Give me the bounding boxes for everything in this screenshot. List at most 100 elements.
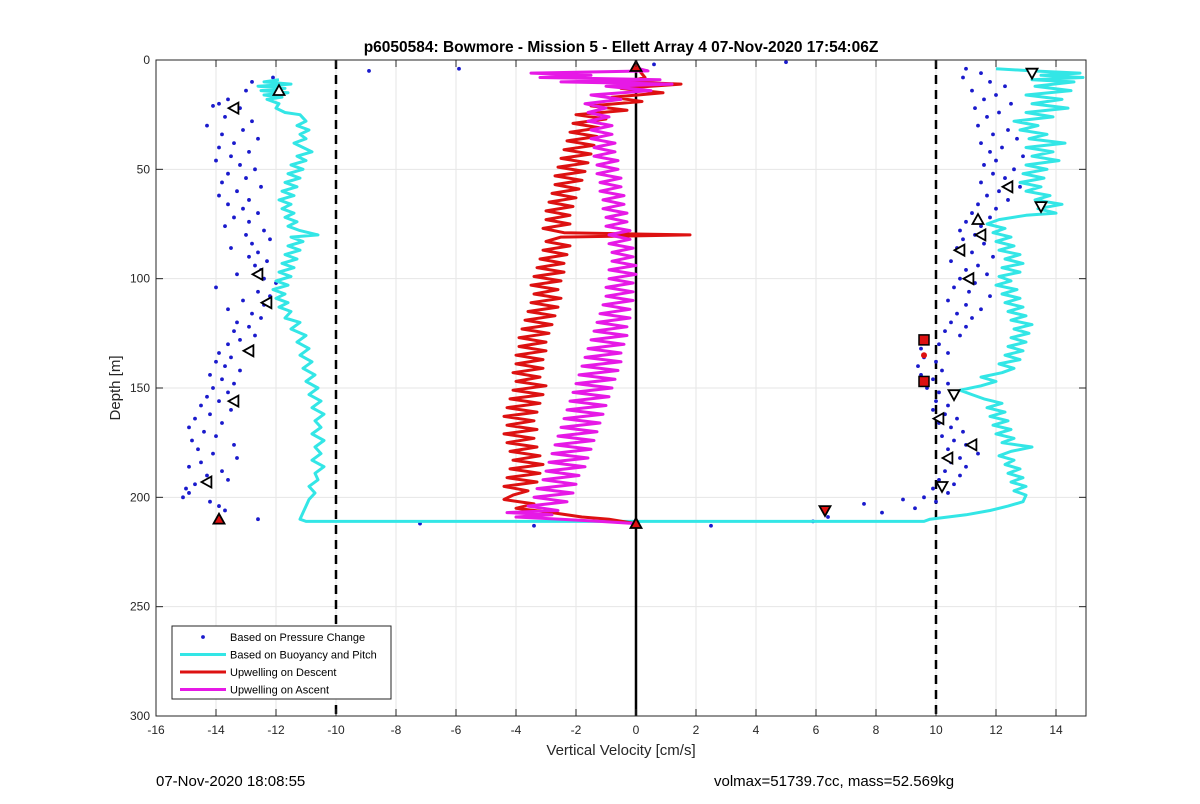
data-point <box>949 259 953 264</box>
series-line <box>502 65 692 526</box>
data-point <box>943 469 947 473</box>
data-point <box>961 75 965 80</box>
data-point <box>991 132 995 137</box>
series-upwelling-on-descent <box>502 65 692 526</box>
data-point <box>247 219 251 224</box>
series-line <box>505 67 674 526</box>
data-point <box>979 71 983 76</box>
data-point <box>826 515 830 519</box>
x-tick-label: 0 <box>633 723 640 737</box>
data-point <box>250 119 254 124</box>
marker-triangle-up <box>271 83 287 96</box>
y-tick-label: 0 <box>143 53 150 67</box>
data-point <box>532 523 536 528</box>
data-point <box>943 329 947 334</box>
footer-timestamp: 07-Nov-2020 18:08:55 <box>156 773 306 790</box>
reference-lines <box>334 60 938 716</box>
y-tick-label: 300 <box>130 709 150 723</box>
data-point <box>199 460 203 465</box>
x-tick-label: 8 <box>873 723 880 737</box>
data-point <box>265 259 269 264</box>
data-point <box>988 215 992 220</box>
series-based-on-pressure-change <box>181 60 1025 528</box>
data-point <box>901 497 905 502</box>
data-point <box>937 477 941 482</box>
x-tick-label: -14 <box>207 723 225 737</box>
data-point <box>196 447 200 452</box>
data-point <box>994 158 998 163</box>
data-point <box>235 189 239 194</box>
y-tick-label: 100 <box>130 272 150 286</box>
data-point <box>187 491 191 495</box>
marker-triangle-up <box>211 511 227 525</box>
data-point <box>256 517 260 522</box>
data-point <box>994 206 998 211</box>
data-point <box>457 66 461 71</box>
data-point <box>931 377 935 382</box>
data-point <box>976 123 980 128</box>
data-point <box>217 145 221 150</box>
data-point <box>250 311 254 316</box>
data-point <box>217 351 221 355</box>
data-point <box>238 163 242 167</box>
data-point <box>235 320 239 325</box>
data-point <box>226 307 230 312</box>
data-point <box>970 211 974 215</box>
marker-triangle-down <box>934 481 950 494</box>
data-point <box>244 233 248 237</box>
data-point <box>862 501 866 506</box>
data-point <box>949 320 953 325</box>
y-axis-ticks: 0 50 100 150 200 250 300 <box>130 53 1086 723</box>
data-point <box>982 241 986 246</box>
data-point <box>268 237 272 242</box>
data-point <box>709 523 713 528</box>
x-tick-label: -4 <box>511 723 522 737</box>
data-point <box>187 464 191 469</box>
data-point <box>931 486 935 491</box>
data-point <box>997 110 1001 115</box>
data-point <box>976 451 980 456</box>
marker-triangle-left <box>973 227 987 242</box>
x-tick-label: 12 <box>989 723 1003 737</box>
data-point <box>937 390 941 395</box>
data-point <box>964 268 968 272</box>
data-point <box>238 368 242 373</box>
data-point <box>211 451 215 456</box>
data-point <box>247 198 251 202</box>
marker-triangle-left <box>952 243 966 258</box>
marker-triangle-left <box>931 411 945 426</box>
data-point <box>238 337 242 342</box>
marker-triangle-left <box>250 267 264 282</box>
marker-triangle-up <box>628 516 644 529</box>
data-point <box>952 482 956 487</box>
data-point <box>241 128 245 132</box>
data-point <box>931 407 935 412</box>
data-point <box>955 416 959 421</box>
legend-label: Upwelling on Ascent <box>230 685 329 697</box>
data-point <box>958 333 962 338</box>
data-point <box>973 106 977 111</box>
data-point <box>991 254 995 259</box>
data-point <box>220 377 224 382</box>
marker-triangle-down <box>1033 201 1049 214</box>
data-point <box>256 289 260 294</box>
data-point <box>247 149 251 154</box>
data-point <box>232 329 236 334</box>
data-point <box>214 434 218 439</box>
data-point <box>913 506 917 511</box>
marker-triangle-down <box>946 389 962 402</box>
y-tick-label: 250 <box>130 600 150 614</box>
marker-triangle-left <box>1000 179 1014 194</box>
data-point <box>970 316 974 320</box>
data-point <box>985 272 989 277</box>
y-tick-label: 200 <box>130 490 150 504</box>
data-point <box>994 93 998 97</box>
data-point <box>949 425 953 430</box>
data-point <box>220 180 224 185</box>
data-point <box>256 136 260 141</box>
data-point <box>922 495 926 500</box>
data-point <box>946 351 950 355</box>
data-point <box>253 167 257 172</box>
data-point <box>946 298 950 303</box>
data-point <box>979 180 983 185</box>
